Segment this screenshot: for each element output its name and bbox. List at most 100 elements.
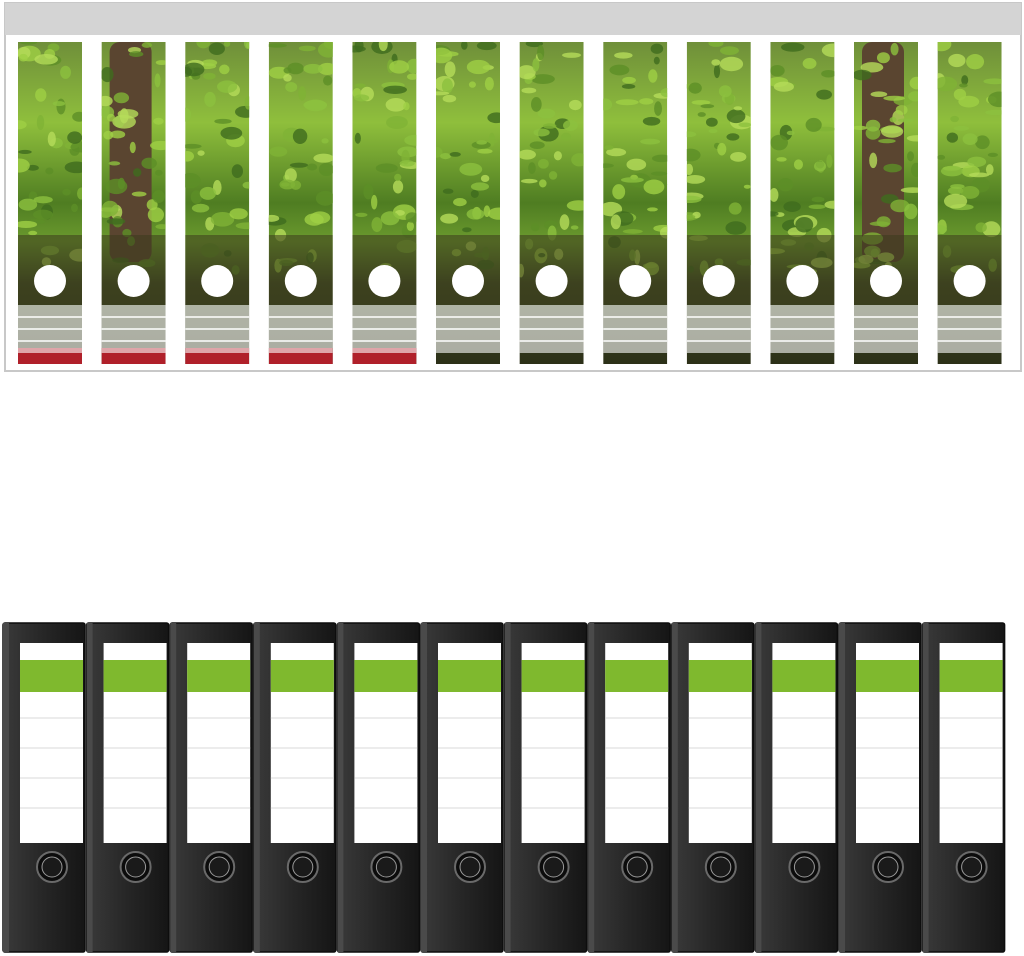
foliage	[231, 164, 244, 178]
binders	[2, 622, 1006, 953]
ring-hole-inner	[125, 856, 147, 878]
foliage	[355, 212, 368, 218]
foliage	[191, 203, 210, 213]
ring-hole-inner	[877, 856, 899, 878]
foliage	[824, 200, 835, 209]
foliage	[289, 162, 309, 168]
foliage	[19, 42, 38, 45]
foliage	[466, 208, 485, 220]
binder-edge	[337, 623, 344, 952]
foliage	[318, 62, 333, 76]
tree-trunk	[109, 42, 152, 262]
strip-photo	[603, 42, 668, 364]
green-band	[438, 660, 501, 692]
foliage	[152, 190, 165, 203]
foliage	[743, 184, 751, 189]
foliage	[521, 87, 537, 94]
foliage	[284, 168, 297, 183]
foliage	[906, 135, 918, 142]
label-strip	[185, 42, 250, 364]
foliage	[453, 198, 467, 207]
foliage	[404, 134, 417, 146]
foliage	[354, 132, 361, 144]
green-band	[856, 660, 919, 692]
foliage	[654, 101, 663, 116]
foliage	[865, 119, 881, 132]
foliage	[962, 133, 978, 145]
foliage	[406, 221, 415, 231]
binder	[587, 622, 671, 953]
foliage	[651, 171, 668, 176]
foliage	[968, 172, 990, 178]
foliage	[937, 224, 947, 235]
foliage	[808, 204, 826, 210]
foliage	[117, 109, 139, 119]
foliage	[399, 160, 415, 167]
finger-hole	[702, 265, 735, 297]
foliage	[542, 123, 557, 129]
foliage	[959, 83, 968, 88]
foliage	[35, 88, 47, 102]
foliage	[609, 64, 630, 76]
strip-photo	[519, 42, 584, 364]
label-strip	[603, 42, 668, 364]
foliage	[738, 122, 751, 128]
foliage	[108, 161, 121, 166]
finger-hole	[117, 265, 150, 297]
label-strip	[519, 42, 584, 364]
foliage	[561, 132, 572, 141]
finger-hole	[368, 265, 401, 297]
finger-hole	[201, 265, 234, 297]
foliage	[606, 148, 627, 157]
foliage	[660, 88, 668, 98]
ring-hole-inner	[292, 856, 314, 878]
foliage	[528, 162, 536, 175]
foliage	[937, 76, 958, 92]
finger-hole	[34, 265, 66, 297]
green-band	[688, 660, 752, 692]
foliage	[197, 150, 205, 156]
finger-hole	[452, 265, 484, 297]
foliage	[370, 194, 378, 210]
foliage	[770, 188, 779, 202]
foliage	[18, 53, 28, 62]
binder-edge	[839, 623, 845, 952]
foliage	[235, 222, 250, 230]
foliage	[71, 203, 78, 213]
ring-hole-inner	[961, 856, 983, 878]
green-band	[354, 660, 418, 692]
foliage	[444, 61, 456, 78]
binder-edge	[671, 623, 678, 952]
foliage	[244, 96, 250, 110]
foliage	[686, 195, 702, 204]
foliage	[937, 154, 946, 160]
foliage	[441, 78, 453, 94]
foliage	[208, 42, 225, 55]
binder-edge	[922, 623, 929, 952]
foliage	[640, 138, 661, 145]
foliage	[647, 207, 658, 212]
foliage	[440, 152, 451, 160]
foliage	[614, 52, 633, 59]
foliage	[436, 47, 453, 64]
foliage	[214, 118, 232, 124]
foliage	[269, 146, 288, 157]
foliage	[966, 54, 985, 70]
foliage	[910, 162, 918, 177]
foliage	[386, 116, 408, 129]
foliage	[129, 51, 144, 58]
foliage	[354, 42, 364, 53]
foliage	[700, 104, 715, 109]
foliage	[538, 158, 549, 169]
foliage	[870, 91, 888, 98]
finger-hole	[284, 265, 317, 297]
green-band	[939, 660, 1003, 692]
foliage	[292, 128, 308, 144]
foliage	[64, 161, 82, 174]
foliage	[615, 99, 639, 106]
foliage	[380, 211, 400, 226]
green-band	[772, 660, 836, 692]
foliage	[306, 163, 318, 171]
foliage	[45, 167, 54, 175]
foliage	[603, 98, 613, 111]
